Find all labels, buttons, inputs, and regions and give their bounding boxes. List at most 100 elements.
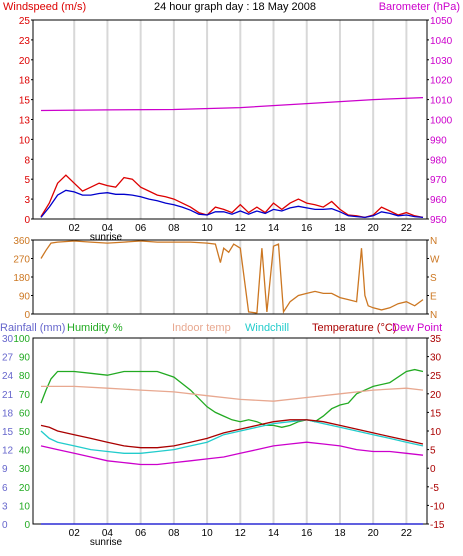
tick-label: 60: [19, 408, 31, 419]
x-tick-label: 12: [235, 223, 247, 234]
series-line: [40, 174, 424, 219]
panel1-x-ticks: 02 04 06 08 10 12 14 16 18 20 22: [69, 223, 413, 234]
tick-label: -5: [430, 483, 439, 494]
panel3-header: Dew Point: [392, 322, 442, 334]
panel3-x-ticks: 02 04 06 08 10 12 14 16 18 20 22: [69, 528, 413, 539]
tick-label: 970: [430, 175, 447, 186]
tick-label: 20: [430, 390, 442, 401]
series-line: [40, 189, 424, 219]
tick-label: 30: [19, 464, 31, 475]
x-tick-label: 02: [69, 528, 81, 539]
tick-label: 50: [19, 427, 31, 438]
tick-label: 3: [24, 195, 30, 206]
series-line: [40, 368, 424, 428]
tick-label: 0: [2, 520, 8, 531]
tick-label: 6: [2, 483, 8, 494]
tick-label: 20: [19, 56, 31, 67]
x-tick-label: 10: [202, 528, 214, 539]
panel1-left-label: Windspeed (m/s): [3, 1, 86, 13]
series-line: [40, 419, 424, 449]
x-tick-label: 08: [168, 528, 180, 539]
tick-label: 3: [2, 501, 8, 512]
x-tick-label: 20: [368, 223, 380, 234]
tick-label: 10: [19, 135, 31, 146]
series-line: [41, 385, 424, 402]
panel1-frame: [32, 19, 428, 220]
tick-label: 1050: [430, 16, 453, 27]
chart-title: 24 hour graph day : 18 May 2008: [154, 1, 316, 13]
series-line: [40, 419, 424, 454]
tick-label: 40: [19, 446, 31, 457]
x-tick-label: 04: [102, 528, 114, 539]
panel3-humidity-ticks: 0 10 20 30 40 50 60 70 80 90 100: [13, 334, 30, 531]
panel3-header: Indoor temp: [172, 322, 231, 334]
tick-label: 180: [13, 273, 30, 284]
tick-label: 15: [430, 408, 442, 419]
tick-label: 90: [19, 353, 31, 364]
tick-label: E: [430, 292, 437, 303]
panel3-header: Rainfall (mm): [0, 322, 65, 334]
x-tick-label: 04: [102, 223, 114, 234]
tick-label: 70: [19, 390, 31, 401]
tick-label: 100: [13, 334, 30, 345]
x-tick-label: 06: [135, 528, 147, 539]
panel2-left-ticks: 0 90 180 270 360: [13, 236, 33, 321]
tick-label: 15: [19, 96, 31, 107]
tick-label: 80: [19, 371, 31, 382]
panel1-sunrise-label: sunrise: [90, 232, 123, 243]
tick-label: 0: [24, 310, 30, 321]
tick-label: 23: [19, 36, 31, 47]
x-tick-label: 14: [268, 223, 280, 234]
series-line: [40, 441, 424, 466]
series-line: [40, 96, 424, 112]
panel1-right-ticks: 950 960 970 980 990 1000 1010 1020 1030 1040 1050: [427, 16, 453, 226]
tick-label: 13: [19, 116, 31, 127]
tick-label: 21: [2, 390, 14, 401]
tick-label: 5: [24, 175, 30, 186]
tick-label: 1030: [430, 56, 453, 67]
tick-label: 1010: [430, 96, 453, 107]
x-tick-label: 06: [135, 223, 147, 234]
tick-label: 980: [430, 155, 447, 166]
tick-label: 25: [430, 371, 442, 382]
panel1-left-ticks: 0 3 5 8 10 13 15 18 20 23 25: [19, 16, 33, 226]
panel3-rain-ticks: 0 3 6 9 12 15 18 21 24 27 30: [2, 334, 14, 531]
tick-label: -10: [430, 501, 445, 512]
tick-label: -15: [430, 520, 445, 531]
panel3-series: [40, 368, 424, 525]
x-tick-label: 14: [268, 528, 280, 539]
panel3-temp-ticks: -15 -10 -5 0 5 10 15 20 25 30 35: [427, 334, 445, 531]
tick-label: 990: [430, 135, 447, 146]
panel1-right-label: Barometer (hPa): [379, 1, 460, 13]
x-tick-label: 08: [168, 223, 180, 234]
tick-label: 24: [2, 371, 14, 382]
series-line: [40, 240, 424, 314]
panel1-grid: [73, 20, 408, 219]
tick-label: 270: [13, 255, 30, 266]
panel1-series: [40, 96, 424, 219]
tick-label: 35: [430, 334, 442, 345]
tick-label: 25: [19, 16, 31, 27]
panel3-sunrise-label: sunrise: [90, 537, 123, 548]
tick-label: 90: [19, 292, 31, 303]
x-tick-label: 02: [69, 223, 81, 234]
tick-label: 30: [430, 353, 442, 364]
tick-label: 18: [19, 76, 31, 87]
tick-label: 360: [13, 236, 30, 247]
x-tick-label: 18: [334, 223, 346, 234]
tick-label: N: [430, 310, 437, 321]
tick-label: 18: [2, 408, 14, 419]
tick-label: W: [430, 255, 440, 266]
x-tick-label: 18: [334, 528, 346, 539]
tick-label: 15: [2, 427, 14, 438]
panel3-grid: [73, 338, 408, 524]
tick-label: 950: [430, 215, 447, 226]
tick-label: 12: [2, 446, 14, 457]
tick-label: 5: [430, 446, 436, 457]
tick-label: S: [430, 273, 437, 284]
tick-label: N: [430, 236, 437, 247]
tick-label: 0: [24, 215, 30, 226]
x-tick-label: 12: [235, 528, 247, 539]
panel2-series: [40, 240, 424, 314]
